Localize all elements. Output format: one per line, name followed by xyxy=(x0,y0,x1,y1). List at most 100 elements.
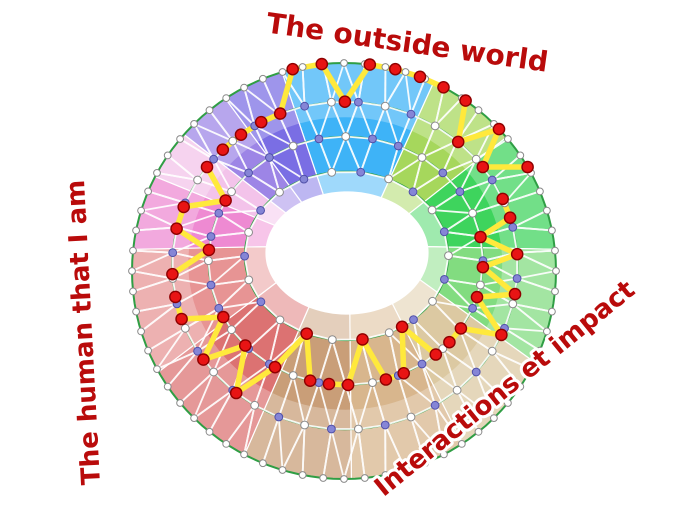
node[interactable] xyxy=(298,471,307,479)
node[interactable] xyxy=(259,459,267,468)
node[interactable] xyxy=(508,222,518,232)
node[interactable] xyxy=(137,327,146,336)
node[interactable] xyxy=(504,135,512,143)
node[interactable] xyxy=(438,344,448,354)
red-node[interactable] xyxy=(216,310,230,324)
node[interactable] xyxy=(354,424,363,434)
node[interactable] xyxy=(319,474,328,482)
node[interactable] xyxy=(548,226,556,235)
node[interactable] xyxy=(129,246,137,255)
node[interactable] xyxy=(163,151,172,160)
red-node[interactable] xyxy=(238,339,252,352)
node[interactable] xyxy=(380,101,390,111)
node[interactable] xyxy=(439,227,449,237)
node[interactable] xyxy=(244,168,254,178)
node[interactable] xyxy=(427,205,437,215)
node[interactable] xyxy=(256,206,266,215)
node[interactable] xyxy=(457,440,466,448)
node[interactable] xyxy=(240,450,249,459)
node[interactable] xyxy=(228,136,238,146)
node[interactable] xyxy=(381,471,390,479)
red-node[interactable] xyxy=(234,128,248,141)
node[interactable] xyxy=(227,325,236,335)
node[interactable] xyxy=(278,466,287,474)
red-node[interactable] xyxy=(170,222,183,235)
node[interactable] xyxy=(153,169,161,177)
node[interactable] xyxy=(288,141,298,151)
node[interactable] xyxy=(190,120,199,128)
red-node[interactable] xyxy=(356,333,369,346)
red-node[interactable] xyxy=(413,70,427,84)
node[interactable] xyxy=(176,399,185,407)
red-node[interactable] xyxy=(322,377,336,391)
node[interactable] xyxy=(474,427,483,436)
red-node[interactable] xyxy=(303,374,317,388)
node[interactable] xyxy=(275,187,284,197)
node[interactable] xyxy=(536,187,544,196)
red-node[interactable] xyxy=(476,160,490,174)
node[interactable] xyxy=(153,365,161,374)
node[interactable] xyxy=(471,367,481,377)
node[interactable] xyxy=(205,106,214,115)
node[interactable] xyxy=(368,134,377,144)
red-node[interactable] xyxy=(496,192,510,206)
node[interactable] xyxy=(516,151,525,160)
node[interactable] xyxy=(548,307,556,316)
node[interactable] xyxy=(551,287,559,296)
node[interactable] xyxy=(222,440,231,448)
red-node[interactable] xyxy=(454,322,468,335)
red-node[interactable] xyxy=(395,320,409,334)
node[interactable] xyxy=(508,299,518,309)
red-node[interactable] xyxy=(492,122,506,136)
node[interactable] xyxy=(409,315,418,325)
red-node[interactable] xyxy=(429,348,443,361)
red-node[interactable] xyxy=(200,160,214,174)
red-node[interactable] xyxy=(476,260,490,274)
red-node[interactable] xyxy=(363,58,377,71)
red-node[interactable] xyxy=(495,328,508,342)
node[interactable] xyxy=(190,414,199,423)
node[interactable] xyxy=(452,385,462,395)
node[interactable] xyxy=(340,475,348,483)
node[interactable] xyxy=(380,420,390,430)
red-node[interactable] xyxy=(521,160,534,174)
red-node[interactable] xyxy=(216,143,230,156)
red-node[interactable] xyxy=(503,211,517,224)
node[interactable] xyxy=(299,174,309,184)
node[interactable] xyxy=(360,474,369,482)
red-node[interactable] xyxy=(379,373,393,386)
node[interactable] xyxy=(129,287,137,296)
node[interactable] xyxy=(244,275,254,285)
red-node[interactable] xyxy=(397,366,411,380)
node[interactable] xyxy=(471,154,481,164)
red-node[interactable] xyxy=(341,378,355,392)
node[interactable] xyxy=(340,59,348,67)
node[interactable] xyxy=(265,153,274,162)
red-node[interactable] xyxy=(202,243,216,257)
node[interactable] xyxy=(193,346,203,356)
red-node[interactable] xyxy=(451,135,465,149)
node[interactable] xyxy=(180,323,190,333)
node[interactable] xyxy=(354,97,363,107)
node[interactable] xyxy=(274,412,284,422)
red-node[interactable] xyxy=(169,290,182,304)
node[interactable] xyxy=(417,153,427,162)
red-node[interactable] xyxy=(268,360,282,374)
red-node[interactable] xyxy=(437,81,450,94)
node[interactable] xyxy=(206,232,216,241)
node[interactable] xyxy=(406,109,416,119)
node[interactable] xyxy=(168,248,178,258)
node[interactable] xyxy=(543,206,551,215)
node[interactable] xyxy=(144,187,153,196)
node[interactable] xyxy=(209,367,219,377)
red-node[interactable] xyxy=(166,267,179,281)
node[interactable] xyxy=(384,328,394,338)
node[interactable] xyxy=(408,187,418,197)
node[interactable] xyxy=(193,175,203,185)
node[interactable] xyxy=(440,275,449,284)
node[interactable] xyxy=(327,97,336,107)
node[interactable] xyxy=(314,134,324,144)
node[interactable] xyxy=(476,280,485,290)
node[interactable] xyxy=(132,226,141,235)
red-node[interactable] xyxy=(474,230,487,244)
